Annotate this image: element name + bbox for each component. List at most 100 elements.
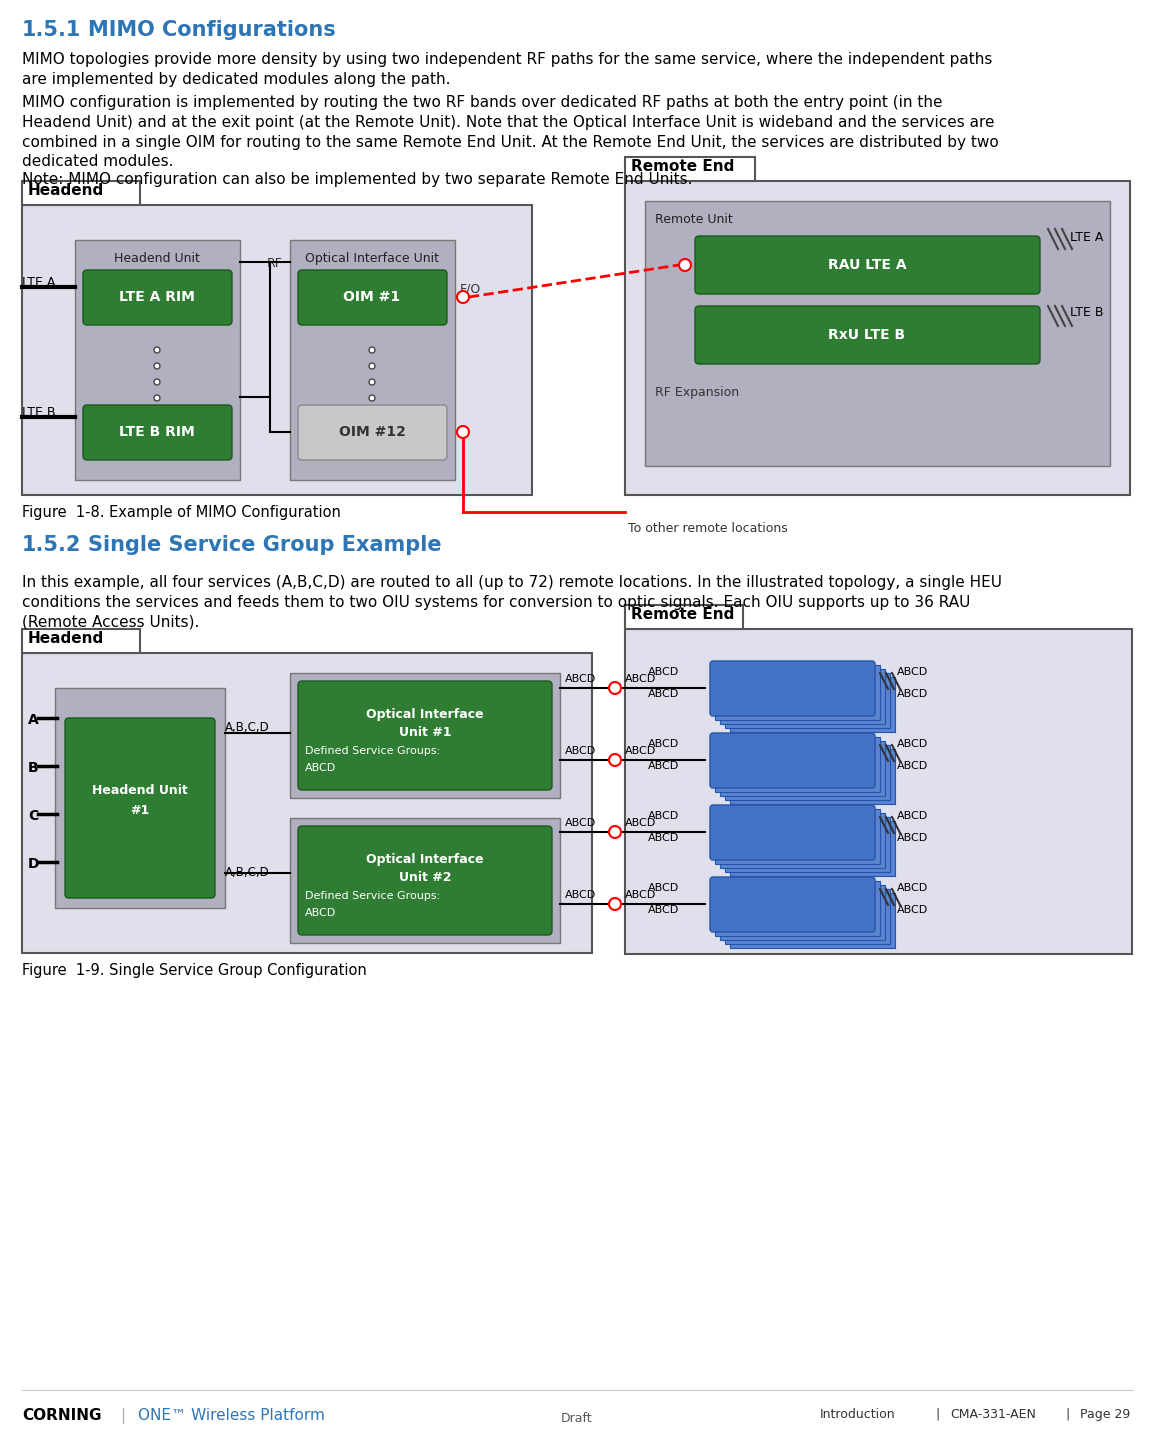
FancyBboxPatch shape xyxy=(65,718,215,898)
Text: Draft: Draft xyxy=(561,1412,593,1425)
Text: ABCD: ABCD xyxy=(897,667,929,677)
FancyBboxPatch shape xyxy=(725,746,891,800)
Text: LTE A: LTE A xyxy=(22,275,55,288)
Circle shape xyxy=(368,363,375,369)
Text: To other remote locations: To other remote locations xyxy=(628,522,788,535)
Text: ABCD: ABCD xyxy=(648,883,679,893)
Circle shape xyxy=(609,826,621,837)
Text: #1: #1 xyxy=(131,803,150,816)
FancyBboxPatch shape xyxy=(55,688,225,908)
Text: Single Service Group Example: Single Service Group Example xyxy=(88,535,441,555)
Text: ABCD: ABCD xyxy=(565,674,596,684)
Circle shape xyxy=(457,426,469,437)
FancyBboxPatch shape xyxy=(715,880,880,936)
Text: Defined Service Groups:: Defined Service Groups: xyxy=(305,891,440,901)
Circle shape xyxy=(368,379,375,384)
Text: Remote End: Remote End xyxy=(631,607,735,622)
FancyBboxPatch shape xyxy=(720,885,885,941)
Text: ABCD: ABCD xyxy=(625,891,656,901)
FancyBboxPatch shape xyxy=(715,737,880,792)
Text: RAU: RAU xyxy=(774,825,810,839)
Text: Figure  1-8. Example of MIMO Configuration: Figure 1-8. Example of MIMO Configuratio… xyxy=(22,505,341,521)
FancyBboxPatch shape xyxy=(710,878,875,932)
FancyBboxPatch shape xyxy=(730,677,895,731)
Circle shape xyxy=(368,394,375,402)
FancyBboxPatch shape xyxy=(695,305,1040,364)
Text: |: | xyxy=(936,1408,939,1421)
FancyBboxPatch shape xyxy=(710,733,875,789)
FancyBboxPatch shape xyxy=(725,817,891,872)
Text: Headend: Headend xyxy=(28,184,104,198)
Text: MIMO topologies provide more density by using two independent RF paths for the s: MIMO topologies provide more density by … xyxy=(22,52,992,87)
Text: ABCD: ABCD xyxy=(565,746,596,756)
FancyBboxPatch shape xyxy=(83,270,232,326)
Text: ABCD: ABCD xyxy=(648,812,679,822)
Circle shape xyxy=(154,394,161,402)
FancyBboxPatch shape xyxy=(22,205,532,495)
FancyBboxPatch shape xyxy=(644,201,1110,466)
FancyBboxPatch shape xyxy=(298,404,447,460)
Text: Page 29: Page 29 xyxy=(1080,1408,1131,1421)
Text: ABCD: ABCD xyxy=(897,812,929,822)
Text: A,B,C,D: A,B,C,D xyxy=(225,866,270,879)
Circle shape xyxy=(368,347,375,353)
Text: ABCD: ABCD xyxy=(897,688,929,698)
FancyBboxPatch shape xyxy=(625,605,743,630)
Text: RF Expansion: RF Expansion xyxy=(655,386,739,399)
FancyBboxPatch shape xyxy=(625,156,755,181)
FancyBboxPatch shape xyxy=(730,893,895,948)
FancyBboxPatch shape xyxy=(83,404,232,460)
Text: ABCD: ABCD xyxy=(648,739,679,749)
Text: Remote Unit: Remote Unit xyxy=(655,214,732,227)
Text: Headend Unit: Headend Unit xyxy=(114,252,200,265)
Text: Introduction: Introduction xyxy=(820,1408,895,1421)
FancyBboxPatch shape xyxy=(625,181,1130,495)
FancyBboxPatch shape xyxy=(298,681,552,790)
Text: Defined Service Groups:: Defined Service Groups: xyxy=(305,746,440,756)
Text: Figure  1-9. Single Service Group Configuration: Figure 1-9. Single Service Group Configu… xyxy=(22,964,367,978)
Text: F/O: F/O xyxy=(460,282,482,295)
FancyBboxPatch shape xyxy=(710,661,875,716)
Text: ABCD: ABCD xyxy=(648,905,679,915)
Text: OIM #12: OIM #12 xyxy=(338,424,405,439)
FancyBboxPatch shape xyxy=(290,673,560,797)
Circle shape xyxy=(457,291,469,303)
Text: RAU: RAU xyxy=(774,753,810,767)
Text: Optical Interface: Optical Interface xyxy=(366,853,484,866)
Text: LTE B: LTE B xyxy=(1070,305,1103,318)
FancyBboxPatch shape xyxy=(720,741,885,796)
Text: ABCD: ABCD xyxy=(565,891,596,901)
FancyBboxPatch shape xyxy=(715,809,880,865)
Text: ABCD: ABCD xyxy=(625,817,656,827)
Circle shape xyxy=(154,347,161,353)
Text: LTE A RIM: LTE A RIM xyxy=(119,290,195,304)
FancyBboxPatch shape xyxy=(22,630,140,652)
Text: ABCD: ABCD xyxy=(565,817,596,827)
Text: ABCD: ABCD xyxy=(897,761,929,771)
Text: C: C xyxy=(28,809,38,823)
FancyBboxPatch shape xyxy=(710,804,875,860)
Text: Unit #2: Unit #2 xyxy=(398,870,452,883)
Text: MIMO configuration is implemented by routing the two RF bands over dedicated RF : MIMO configuration is implemented by rou… xyxy=(22,95,999,169)
Text: RxU LTE B: RxU LTE B xyxy=(828,328,906,341)
Text: RAU: RAU xyxy=(774,681,810,695)
Text: RAU LTE A: RAU LTE A xyxy=(828,258,907,272)
FancyBboxPatch shape xyxy=(715,665,880,720)
FancyBboxPatch shape xyxy=(730,749,895,804)
Text: A,B,C,D: A,B,C,D xyxy=(225,721,270,734)
Text: Unit #1: Unit #1 xyxy=(398,726,452,739)
Text: LTE A: LTE A xyxy=(1070,231,1103,244)
Text: A: A xyxy=(28,713,39,727)
Text: OIM #1: OIM #1 xyxy=(343,290,401,304)
FancyBboxPatch shape xyxy=(625,630,1132,954)
FancyBboxPatch shape xyxy=(720,813,885,868)
Text: MIMO Configurations: MIMO Configurations xyxy=(88,20,336,40)
FancyBboxPatch shape xyxy=(298,270,447,326)
Text: ABCD: ABCD xyxy=(648,833,679,843)
Text: ABCD: ABCD xyxy=(648,688,679,698)
Text: ABCD: ABCD xyxy=(897,833,929,843)
FancyBboxPatch shape xyxy=(75,239,240,480)
Text: Optical Interface Unit: Optical Interface Unit xyxy=(305,252,439,265)
Circle shape xyxy=(154,379,161,384)
FancyBboxPatch shape xyxy=(720,670,885,724)
